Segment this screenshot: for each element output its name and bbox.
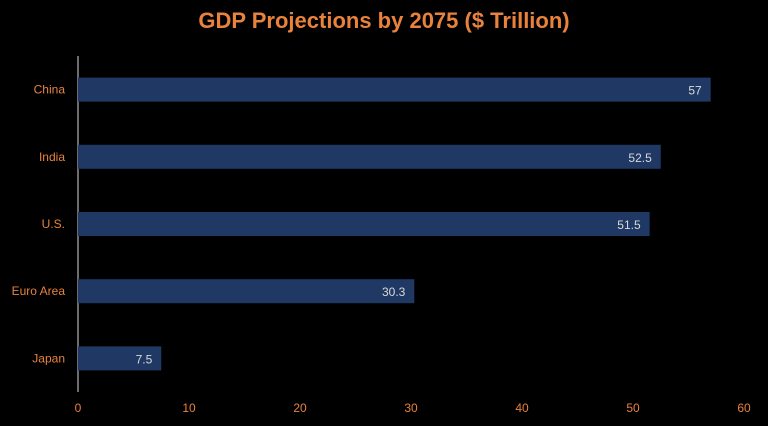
data-label: 51.5 xyxy=(617,218,641,232)
bar-china xyxy=(78,77,711,102)
x-tick-label: 0 xyxy=(75,401,82,415)
chart-title: GDP Projections by 2075 ($ Trillion) xyxy=(198,8,570,33)
bar-euro-area xyxy=(78,279,415,304)
x-tick-label: 60 xyxy=(737,401,751,415)
x-tick-label: 20 xyxy=(293,401,307,415)
x-tick-label: 10 xyxy=(182,401,196,415)
bar-u-s- xyxy=(78,212,650,236)
x-tick-label: 50 xyxy=(626,401,640,415)
category-label: India xyxy=(39,150,65,164)
category-label: Euro Area xyxy=(12,284,66,298)
bar-india xyxy=(78,144,661,169)
data-label: 52.5 xyxy=(628,151,652,165)
data-label: 57 xyxy=(688,84,702,98)
data-label: 7.5 xyxy=(136,352,153,366)
category-label: Japan xyxy=(32,351,65,365)
x-tick-label: 40 xyxy=(515,401,529,415)
category-label: U.S. xyxy=(42,217,65,231)
bar-japan xyxy=(78,346,162,371)
data-label: 30.3 xyxy=(382,285,406,299)
category-label: China xyxy=(34,83,66,97)
x-tick-label: 30 xyxy=(404,401,418,415)
